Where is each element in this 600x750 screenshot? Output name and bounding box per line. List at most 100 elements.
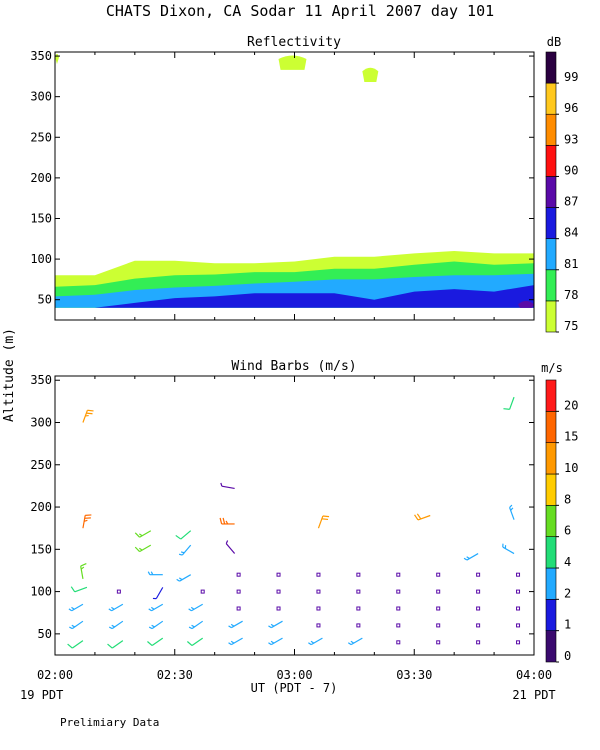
colorbar-label: 2 bbox=[564, 586, 571, 600]
y-tick-label: 350 bbox=[30, 373, 52, 387]
reflectivity-patch bbox=[278, 55, 307, 70]
wind-calm-marker bbox=[516, 589, 521, 594]
wind-calm-marker bbox=[516, 606, 521, 611]
wind-calm-marker bbox=[116, 589, 121, 594]
colorbar-swatch-81 bbox=[545, 238, 557, 271]
colorbar-label: 81 bbox=[564, 257, 578, 271]
wind-calm-marker bbox=[356, 623, 361, 628]
reflectivity-layer-84 bbox=[55, 285, 534, 308]
y-tick-label: 250 bbox=[30, 458, 52, 472]
colorbar-swatch-8 bbox=[545, 473, 557, 506]
wind-calm-marker bbox=[316, 606, 321, 611]
wind-barb bbox=[509, 504, 515, 520]
y-tick-label: 150 bbox=[30, 542, 52, 556]
wind-barb bbox=[308, 637, 323, 646]
wind-barb bbox=[108, 603, 124, 612]
colorbar-swatch-75 bbox=[545, 300, 557, 333]
wind-barb bbox=[147, 571, 163, 576]
wind-barb bbox=[175, 530, 192, 540]
colorbar-label: 93 bbox=[564, 132, 578, 146]
wind-title: Wind Barbs (m/s) bbox=[231, 359, 356, 374]
wind-barb bbox=[152, 587, 164, 600]
figure-title: CHATS Dixon, CA Sodar 11 April 2007 day … bbox=[106, 2, 494, 20]
wind-barb bbox=[347, 637, 363, 646]
wind-barb bbox=[107, 640, 124, 649]
colorbar-swatch-6 bbox=[545, 505, 557, 537]
y-tick-label: 200 bbox=[30, 171, 52, 185]
colorbar-label: 10 bbox=[564, 461, 578, 475]
reflectivity-patch bbox=[518, 300, 534, 308]
x-tick-label: 03:30 bbox=[396, 668, 432, 682]
wind-barb bbox=[147, 637, 164, 647]
y-axis-label: Altitude (m) bbox=[2, 328, 17, 422]
colorbar-label: 20 bbox=[564, 398, 578, 412]
reflectivity-patch bbox=[362, 67, 379, 83]
colorbar-label: 78 bbox=[564, 288, 578, 302]
y-tick-label: 200 bbox=[30, 500, 52, 514]
colorbar-swatch-87 bbox=[545, 176, 557, 208]
wind-barb bbox=[188, 620, 204, 630]
wind-calm-marker bbox=[316, 589, 321, 594]
wind-calm-marker bbox=[356, 589, 361, 594]
y-tick-label: 100 bbox=[30, 585, 52, 599]
colorbar-label: 96 bbox=[564, 101, 578, 115]
wind-barb bbox=[69, 620, 84, 630]
colorbar-label: 90 bbox=[564, 163, 578, 177]
wind-calm-marker bbox=[236, 572, 241, 577]
wind-barb bbox=[108, 620, 124, 630]
x-tick-label: 02:30 bbox=[157, 668, 193, 682]
wind-barb bbox=[317, 515, 330, 529]
x-axis-label: UT (PDT - 7) bbox=[251, 681, 338, 695]
colorbar-label: 0 bbox=[564, 649, 571, 663]
wind-barb bbox=[502, 543, 515, 555]
colorbar-swatch-93 bbox=[545, 113, 557, 146]
wind-calm-marker bbox=[396, 640, 401, 645]
footnote: Prelimiary Data bbox=[60, 716, 159, 729]
wind-barbs-panel: Wind Barbs (m/s) 5010015020025030035002:… bbox=[30, 359, 578, 682]
wind-calm-marker bbox=[436, 640, 441, 645]
wind-calm-marker bbox=[356, 572, 361, 577]
colorbar-label: 6 bbox=[564, 524, 571, 538]
wind-calm-marker bbox=[476, 572, 481, 577]
wind-calm-marker bbox=[356, 606, 361, 611]
wind-barb bbox=[67, 640, 84, 649]
wind-calm-marker bbox=[476, 589, 481, 594]
wind-barb bbox=[228, 637, 243, 646]
colorbar-label: 84 bbox=[564, 226, 578, 240]
wind-calm-marker bbox=[516, 572, 521, 577]
wind-calm-marker bbox=[516, 623, 521, 628]
reflectivity-unit: dB bbox=[547, 35, 561, 49]
wind-calm-marker bbox=[316, 623, 321, 628]
wind-calm-marker bbox=[396, 572, 401, 577]
y-tick-label: 300 bbox=[30, 416, 52, 430]
wind-barb bbox=[134, 544, 152, 553]
wind-barb bbox=[178, 544, 192, 556]
wind-calm-marker bbox=[436, 589, 441, 594]
colorbar-label: 87 bbox=[564, 195, 578, 209]
wind-barb bbox=[134, 530, 152, 538]
y-tick-label: 50 bbox=[38, 293, 52, 307]
colorbar-swatch-78 bbox=[545, 269, 557, 302]
wind-calm-marker bbox=[436, 572, 441, 577]
colorbar-swatch-0 bbox=[545, 630, 557, 663]
wind-barb bbox=[70, 586, 88, 593]
wind-barb bbox=[268, 620, 283, 629]
wind-calm-marker bbox=[396, 589, 401, 594]
wind-barbs bbox=[67, 396, 521, 649]
y-tick-label: 50 bbox=[38, 627, 52, 641]
y-tick-label: 300 bbox=[30, 90, 52, 104]
wind-barb bbox=[82, 514, 92, 529]
wind-barb bbox=[188, 603, 203, 612]
wind-barb bbox=[268, 637, 283, 646]
reflectivity-title: Reflectivity bbox=[247, 35, 341, 50]
wind-calm-marker bbox=[236, 589, 241, 594]
wind-barb bbox=[220, 482, 235, 490]
colorbar-swatch-10 bbox=[545, 442, 557, 475]
colorbar-swatch-99 bbox=[545, 51, 557, 84]
colorbar-swatch-90 bbox=[545, 145, 557, 177]
colorbar-label: 1 bbox=[564, 618, 571, 632]
reflectivity-areas bbox=[55, 53, 534, 308]
wind-calm-marker bbox=[316, 572, 321, 577]
